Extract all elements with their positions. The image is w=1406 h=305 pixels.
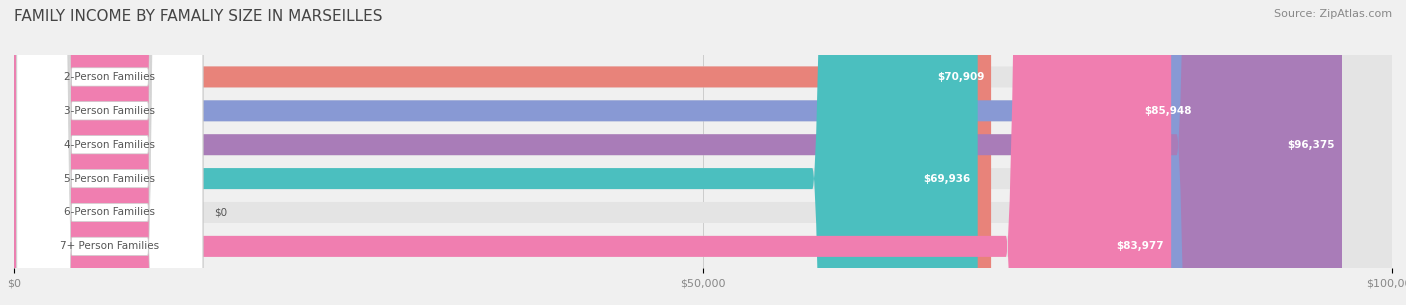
FancyBboxPatch shape (14, 0, 1392, 305)
FancyBboxPatch shape (17, 0, 202, 305)
Text: 7+ Person Families: 7+ Person Families (60, 241, 159, 251)
FancyBboxPatch shape (14, 0, 1392, 305)
FancyBboxPatch shape (17, 0, 202, 305)
Text: Source: ZipAtlas.com: Source: ZipAtlas.com (1274, 9, 1392, 19)
FancyBboxPatch shape (14, 0, 977, 305)
FancyBboxPatch shape (17, 0, 202, 305)
Text: $96,375: $96,375 (1288, 140, 1336, 150)
Text: $0: $0 (214, 207, 226, 217)
FancyBboxPatch shape (14, 0, 1392, 305)
Text: 6-Person Families: 6-Person Families (65, 207, 155, 217)
FancyBboxPatch shape (14, 0, 1171, 305)
FancyBboxPatch shape (14, 0, 991, 305)
Text: 2-Person Families: 2-Person Families (65, 72, 155, 82)
Text: 5-Person Families: 5-Person Families (65, 174, 155, 184)
Text: 4-Person Families: 4-Person Families (65, 140, 155, 150)
FancyBboxPatch shape (14, 0, 1392, 305)
FancyBboxPatch shape (14, 0, 1198, 305)
FancyBboxPatch shape (17, 0, 202, 305)
FancyBboxPatch shape (17, 0, 202, 305)
Text: $70,909: $70,909 (936, 72, 984, 82)
Text: $85,948: $85,948 (1144, 106, 1191, 116)
FancyBboxPatch shape (14, 0, 1392, 305)
Text: $83,977: $83,977 (1116, 241, 1164, 251)
Text: 3-Person Families: 3-Person Families (65, 106, 155, 116)
Text: $69,936: $69,936 (924, 174, 970, 184)
FancyBboxPatch shape (17, 0, 202, 305)
FancyBboxPatch shape (14, 0, 1341, 305)
FancyBboxPatch shape (14, 0, 1392, 305)
Text: FAMILY INCOME BY FAMALIY SIZE IN MARSEILLES: FAMILY INCOME BY FAMALIY SIZE IN MARSEIL… (14, 9, 382, 24)
